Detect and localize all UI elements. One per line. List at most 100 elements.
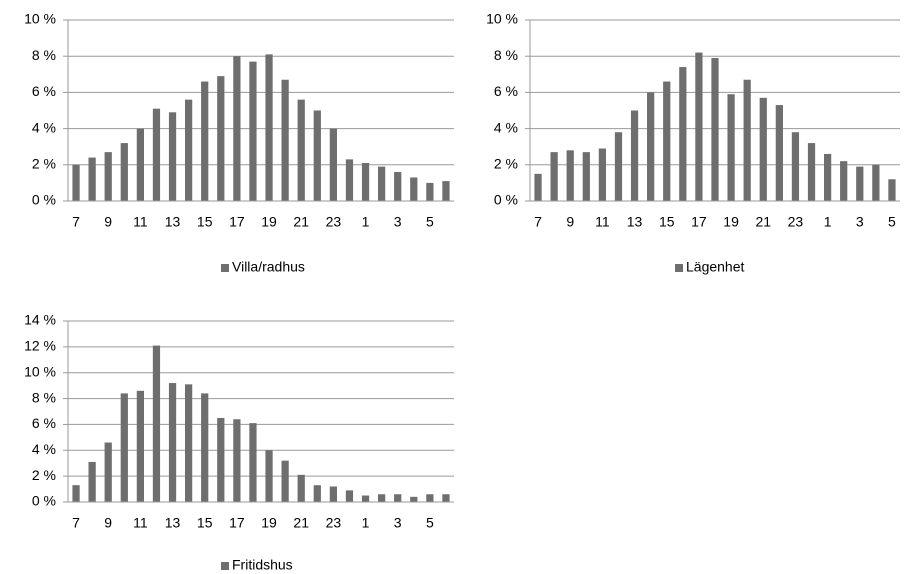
bar bbox=[426, 182, 434, 201]
x-tick-label: 7 bbox=[534, 214, 542, 230]
bar bbox=[281, 460, 289, 502]
x-tick-label: 19 bbox=[723, 214, 739, 230]
legend-label: Lägenhet bbox=[686, 259, 745, 275]
bar bbox=[394, 172, 402, 201]
bar bbox=[426, 494, 434, 502]
bar bbox=[265, 54, 273, 201]
x-tick-label: 23 bbox=[326, 214, 342, 230]
bar bbox=[313, 110, 321, 201]
y-tick-label: 2 % bbox=[32, 467, 56, 483]
x-tick-label: 9 bbox=[566, 214, 574, 230]
bar bbox=[872, 164, 880, 201]
x-tick-label: 7 bbox=[72, 515, 80, 531]
bar bbox=[345, 159, 354, 201]
bar bbox=[217, 417, 225, 502]
x-tick-label: 13 bbox=[165, 214, 181, 230]
x-tick-label: 15 bbox=[197, 214, 213, 230]
bar bbox=[791, 132, 800, 201]
y-tick-label: 10 % bbox=[24, 11, 56, 27]
bar bbox=[185, 384, 193, 502]
x-tick-label: 11 bbox=[595, 214, 610, 230]
bar bbox=[807, 143, 816, 201]
y-tick-label: 8 % bbox=[32, 389, 56, 405]
bar bbox=[152, 108, 161, 201]
legend-label: Villa/radhus bbox=[232, 259, 305, 275]
legend-label: Fritidshus bbox=[232, 557, 293, 573]
bar bbox=[249, 423, 257, 502]
x-tick-label: 13 bbox=[165, 515, 181, 531]
bar bbox=[136, 128, 144, 201]
y-tick-label: 4 % bbox=[494, 119, 518, 135]
x-tick-label: 5 bbox=[426, 214, 434, 230]
bar bbox=[120, 143, 128, 201]
bar bbox=[663, 81, 671, 201]
bar bbox=[743, 79, 751, 201]
x-tick-label: 1 bbox=[362, 214, 370, 230]
bar bbox=[88, 461, 96, 502]
x-tick-label: 21 bbox=[755, 214, 771, 230]
bar bbox=[823, 153, 832, 201]
bar bbox=[201, 81, 209, 201]
bar bbox=[265, 450, 273, 502]
bar bbox=[614, 132, 623, 201]
bar bbox=[361, 162, 370, 201]
bar bbox=[711, 58, 719, 202]
bar bbox=[152, 345, 161, 502]
bar bbox=[394, 494, 402, 502]
y-tick-label: 0 % bbox=[32, 493, 56, 509]
bar bbox=[566, 150, 574, 201]
x-tick-label: 15 bbox=[197, 515, 213, 531]
bar bbox=[888, 179, 896, 201]
x-tick-label: 19 bbox=[261, 515, 277, 531]
x-tick-label: 1 bbox=[824, 214, 832, 230]
y-tick-label: 12 % bbox=[24, 338, 56, 354]
bar bbox=[72, 485, 80, 502]
bar bbox=[361, 495, 370, 502]
x-tick-label: 21 bbox=[293, 515, 309, 531]
bar bbox=[727, 94, 735, 201]
y-tick-label: 6 % bbox=[32, 83, 56, 99]
bar bbox=[72, 164, 80, 201]
x-tick-label: 3 bbox=[394, 214, 402, 230]
bar bbox=[840, 161, 848, 201]
legend-swatch bbox=[221, 264, 229, 272]
y-tick-label: 8 % bbox=[32, 47, 56, 63]
x-tick-label: 1 bbox=[362, 515, 370, 531]
bar bbox=[217, 76, 225, 201]
bar bbox=[201, 393, 209, 502]
x-tick-label: 23 bbox=[326, 515, 342, 531]
bar bbox=[329, 128, 337, 201]
bar bbox=[345, 490, 354, 502]
bar bbox=[233, 56, 241, 202]
bar bbox=[104, 442, 112, 502]
legend-swatch bbox=[675, 264, 683, 272]
bar bbox=[442, 181, 450, 201]
y-tick-label: 6 % bbox=[494, 83, 518, 99]
bar bbox=[104, 152, 112, 201]
bar bbox=[775, 105, 783, 201]
x-tick-label: 21 bbox=[293, 214, 309, 230]
y-tick-label: 10 % bbox=[24, 363, 56, 379]
bar bbox=[120, 393, 128, 502]
x-tick-label: 9 bbox=[104, 214, 112, 230]
bar bbox=[679, 67, 687, 201]
x-tick-label: 15 bbox=[659, 214, 675, 230]
bar bbox=[249, 61, 257, 201]
y-tick-label: 8 % bbox=[494, 47, 518, 63]
x-tick-label: 23 bbox=[788, 214, 804, 230]
x-tick-label: 11 bbox=[133, 214, 148, 230]
bar bbox=[281, 79, 289, 201]
bar bbox=[550, 152, 558, 201]
x-tick-label: 17 bbox=[229, 515, 245, 531]
bar bbox=[329, 486, 337, 502]
bar bbox=[168, 383, 177, 502]
x-tick-label: 9 bbox=[104, 515, 112, 531]
y-tick-label: 2 % bbox=[494, 156, 518, 172]
bar bbox=[233, 419, 241, 502]
x-tick-label: 17 bbox=[229, 214, 245, 230]
bar bbox=[856, 166, 864, 201]
bar bbox=[313, 485, 321, 502]
y-tick-label: 10 % bbox=[486, 11, 518, 27]
bar bbox=[695, 52, 703, 201]
